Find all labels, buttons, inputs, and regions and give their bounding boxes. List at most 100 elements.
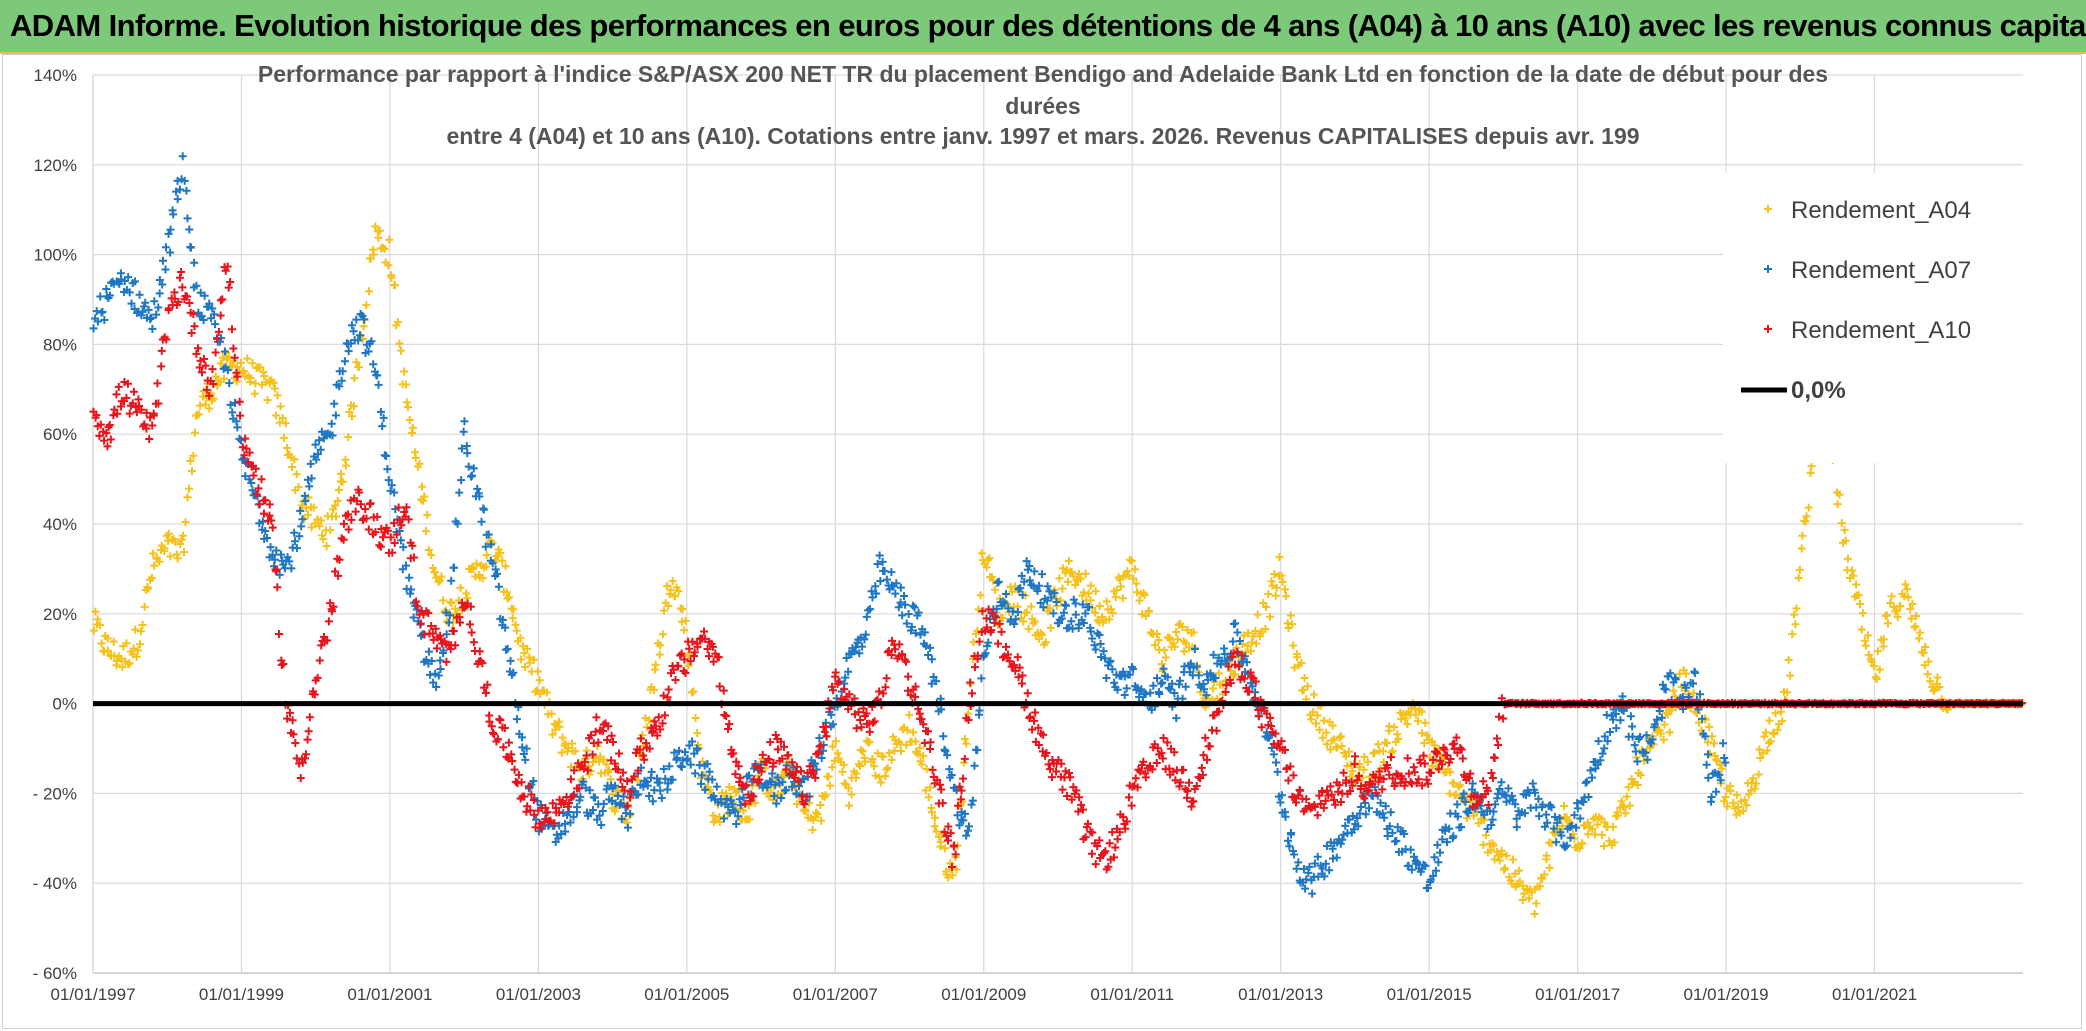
data-point xyxy=(1801,517,1810,526)
data-point xyxy=(828,763,837,772)
data-point xyxy=(1026,712,1035,721)
data-point xyxy=(891,645,900,654)
x-tick-label: 01/01/2001 xyxy=(347,985,432,1004)
data-point xyxy=(1549,824,1558,833)
data-point xyxy=(653,731,662,740)
data-point xyxy=(294,483,303,492)
data-point xyxy=(1630,741,1639,750)
data-point xyxy=(1293,653,1302,662)
data-point xyxy=(1165,633,1174,642)
data-point xyxy=(1299,865,1308,874)
data-point xyxy=(555,821,564,830)
data-point xyxy=(875,773,884,782)
data-point xyxy=(1456,744,1465,753)
data-point xyxy=(1422,775,1431,784)
data-point xyxy=(1482,831,1491,840)
data-point xyxy=(1303,682,1312,691)
data-point xyxy=(1278,577,1287,586)
data-point xyxy=(700,627,709,636)
data-point xyxy=(875,687,884,696)
data-point xyxy=(1095,836,1104,845)
data-point xyxy=(955,821,964,830)
data-point xyxy=(1242,658,1251,667)
data-point xyxy=(147,313,156,322)
data-point xyxy=(903,726,912,735)
data-point xyxy=(1783,688,1792,697)
data-point xyxy=(174,298,183,307)
data-point xyxy=(1221,687,1230,696)
data-point xyxy=(568,739,577,748)
data-point xyxy=(1582,777,1591,786)
data-point xyxy=(1356,803,1365,812)
data-point xyxy=(434,671,443,680)
data-point xyxy=(349,402,358,411)
data-point xyxy=(529,777,538,786)
data-point xyxy=(1045,587,1054,596)
data-point xyxy=(115,279,124,288)
data-point xyxy=(1494,851,1503,860)
data-point xyxy=(693,745,702,754)
data-point xyxy=(813,810,822,819)
data-point xyxy=(1508,855,1517,864)
data-point xyxy=(1715,770,1724,779)
data-point xyxy=(1483,824,1492,833)
data-point xyxy=(267,516,276,525)
data-point xyxy=(1019,617,1028,626)
data-point xyxy=(1287,830,1296,839)
data-point xyxy=(1175,782,1184,791)
data-point xyxy=(460,417,469,426)
data-point xyxy=(1732,791,1741,800)
data-point xyxy=(1863,631,1872,640)
data-point xyxy=(1286,611,1295,620)
data-point xyxy=(517,778,526,787)
data-point xyxy=(1413,717,1422,726)
data-point xyxy=(1365,804,1374,813)
data-point xyxy=(1457,822,1466,831)
data-point xyxy=(1591,830,1600,839)
data-point xyxy=(1703,750,1712,759)
data-point xyxy=(1705,722,1714,731)
data-point xyxy=(283,714,292,723)
data-point xyxy=(1337,742,1346,751)
data-point xyxy=(548,730,557,739)
data-point xyxy=(483,680,492,689)
data-point xyxy=(932,677,941,686)
data-point xyxy=(810,759,819,768)
data-point xyxy=(175,185,184,194)
data-point xyxy=(251,379,260,388)
data-point xyxy=(459,427,468,436)
data-point xyxy=(557,748,566,757)
data-point xyxy=(1361,810,1370,819)
data-point xyxy=(1192,662,1201,671)
data-point xyxy=(412,597,421,606)
data-point xyxy=(1058,584,1067,593)
data-point xyxy=(715,817,724,826)
legend-label: Rendement_A07 xyxy=(1791,257,1971,284)
scatter-chart: - 60%- 40%- 20%0%20%40%60%80%100%120%140… xyxy=(33,66,2027,1004)
data-point xyxy=(1289,641,1298,650)
data-point xyxy=(210,310,219,319)
data-point xyxy=(362,301,371,310)
data-point xyxy=(1202,691,1211,700)
data-point xyxy=(1057,759,1066,768)
data-point xyxy=(588,806,597,815)
data-point xyxy=(1057,614,1066,623)
data-point xyxy=(808,825,817,834)
data-point xyxy=(616,775,625,784)
data-point xyxy=(1244,628,1253,637)
data-point xyxy=(529,795,538,804)
series-a07 xyxy=(89,152,1730,898)
legend-label: 0,0% xyxy=(1791,377,1846,404)
data-point xyxy=(1336,798,1345,807)
data-point xyxy=(1240,674,1249,683)
data-point xyxy=(926,643,935,652)
data-point xyxy=(1433,763,1442,772)
data-point xyxy=(155,557,164,566)
data-point xyxy=(248,486,257,495)
y-tick-label: 40% xyxy=(43,515,77,534)
data-point xyxy=(1099,647,1108,656)
data-point xyxy=(1265,612,1274,621)
data-point xyxy=(244,458,253,467)
data-point xyxy=(1723,802,1732,811)
data-point xyxy=(1176,778,1185,787)
